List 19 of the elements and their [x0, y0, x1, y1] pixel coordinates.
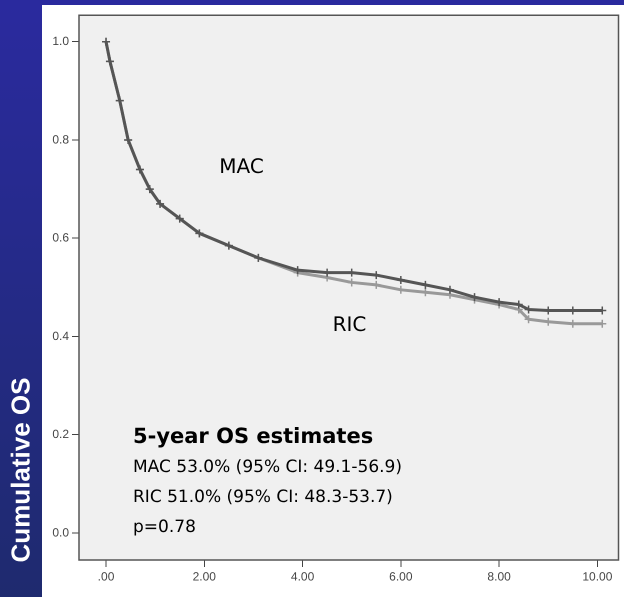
text: MAC [219, 154, 264, 178]
y-tick-label: 0.6 [52, 230, 70, 245]
series-label: RIC [332, 312, 366, 336]
annotation: p=0.78 [133, 516, 196, 537]
x-tick-label: 4.00 [290, 570, 315, 584]
x-tick-label: 2.00 [192, 570, 216, 584]
annotation: 5-year OS estimates [133, 424, 374, 448]
y-tick-label: 0.2 [52, 427, 70, 442]
x-tick-label: 8.00 [487, 570, 512, 584]
x-tick-label: 6.00 [389, 570, 413, 584]
y-axis-title: Cumulative OS [6, 378, 36, 562]
x-tick-label: 10.00 [582, 570, 613, 584]
annotation: RIC 51.0% (95% CI: 48.3-53.7) [133, 486, 393, 507]
y-tick-label: 0.0 [52, 525, 70, 540]
y-tick-label: 1.0 [52, 34, 70, 48]
y-tick-label: 0.8 [52, 132, 70, 146]
y-tick-label: 0.4 [52, 328, 70, 343]
x-tick-label: .00 [98, 570, 115, 584]
annotation: MAC 53.0% (95% CI: 49.1-56.9) [133, 456, 402, 477]
